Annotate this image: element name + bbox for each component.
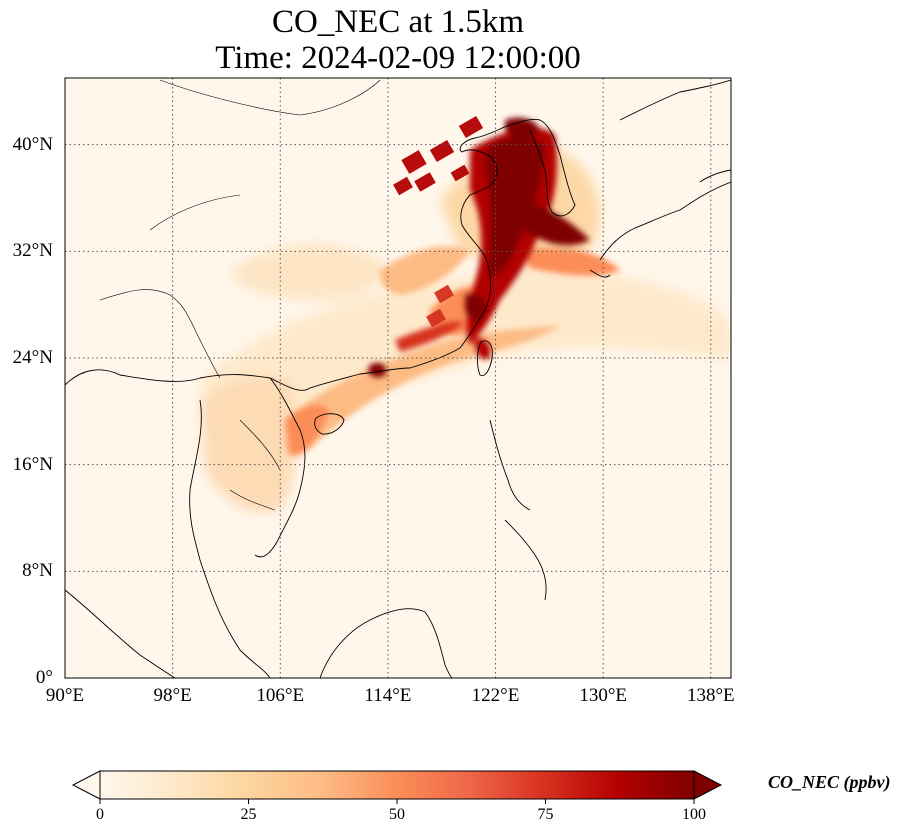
y-tick-label: 8°N [22, 560, 53, 582]
colorbar-label: CO_NEC (ppbv) [768, 772, 891, 792]
colorbar [71, 770, 723, 804]
map-timestamp: Time: 2024-02-09 12:00:00 [215, 40, 581, 76]
x-tick-label: 138°E [686, 685, 735, 706]
x-tick-label: 98°E [153, 685, 192, 706]
y-tick-label: 24°N [12, 347, 53, 368]
colorbar-gradient [100, 771, 694, 799]
y-tick-label: 0° [35, 667, 53, 688]
map-title: CO_NEC at 1.5km [271, 4, 525, 40]
colorbar-tick-label: 75 [537, 806, 554, 823]
colorbar-tick-label: 100 [682, 806, 706, 823]
y-tick-label: 40°N [12, 133, 53, 155]
colorbar-min-arrow [71, 770, 101, 800]
gridlines [65, 78, 731, 678]
x-tick-label: 90°E [45, 685, 85, 706]
x-tick-label: 114°E [364, 685, 412, 706]
x-tick-label: 122°E [471, 685, 520, 706]
x-tick-label: 106°E [256, 685, 305, 706]
x-tick-label: 130°E [579, 685, 628, 706]
coastlines [65, 79, 731, 678]
y-tick-label: 32°N [12, 240, 53, 262]
map-frame [64, 77, 732, 679]
y-tick-label: 16°N [12, 453, 53, 475]
colorbar-tick-label: 0 [96, 806, 104, 823]
colorbar-tick-label: 25 [240, 806, 257, 823]
colorbar-tick-label: 50 [389, 806, 405, 823]
concentration-field [200, 115, 731, 513]
colorbar-max-arrow [693, 770, 723, 800]
